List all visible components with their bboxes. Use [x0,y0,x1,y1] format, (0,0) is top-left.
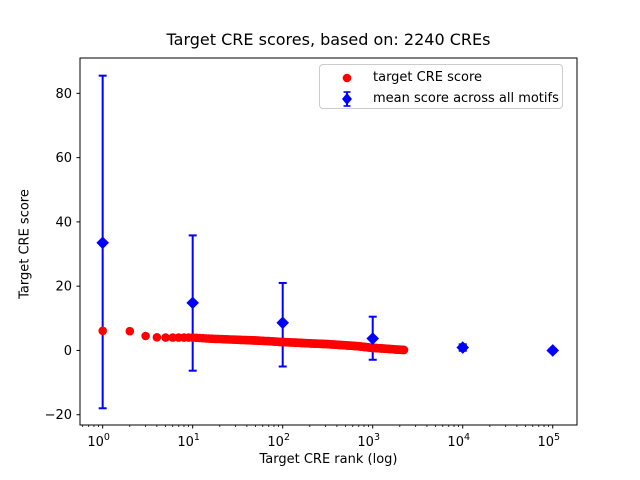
red-scatter-series [98,326,409,355]
x-axis-label: Target CRE rank (log) [259,452,398,467]
legend-item-target-cre-score: target CRE score [320,67,482,88]
svg-text:60: 60 [55,151,72,166]
svg-text:80: 80 [55,87,72,102]
legend-label: target CRE score [373,70,483,85]
axes-frame [79,57,578,426]
svg-text:−20: −20 [45,408,72,423]
svg-text:104: 104 [447,432,470,450]
blue-diamond-errorbar-icon [320,89,373,109]
svg-text:105: 105 [537,432,560,450]
legend: target CRE score mean score across all m… [319,64,563,109]
svg-text:40: 40 [55,215,72,230]
red-circle-icon [320,72,373,84]
svg-text:0: 0 [64,344,72,359]
legend-label: mean score across all motifs [373,91,559,106]
legend-item-mean-score: mean score across all motifs [320,88,559,109]
svg-text:20: 20 [55,280,72,295]
mean-diamond-markers [96,236,560,357]
chart-title: Target CRE scores, based on: 2240 CREs [166,30,491,49]
axis-ticks: 100 101 102 103 104 105 −20 0 20 40 60 80 [45,87,560,450]
svg-text:100: 100 [87,432,110,450]
errorbar-series [98,74,557,410]
svg-text:102: 102 [267,432,290,450]
svg-text:101: 101 [177,432,200,450]
svg-text:103: 103 [357,432,380,450]
